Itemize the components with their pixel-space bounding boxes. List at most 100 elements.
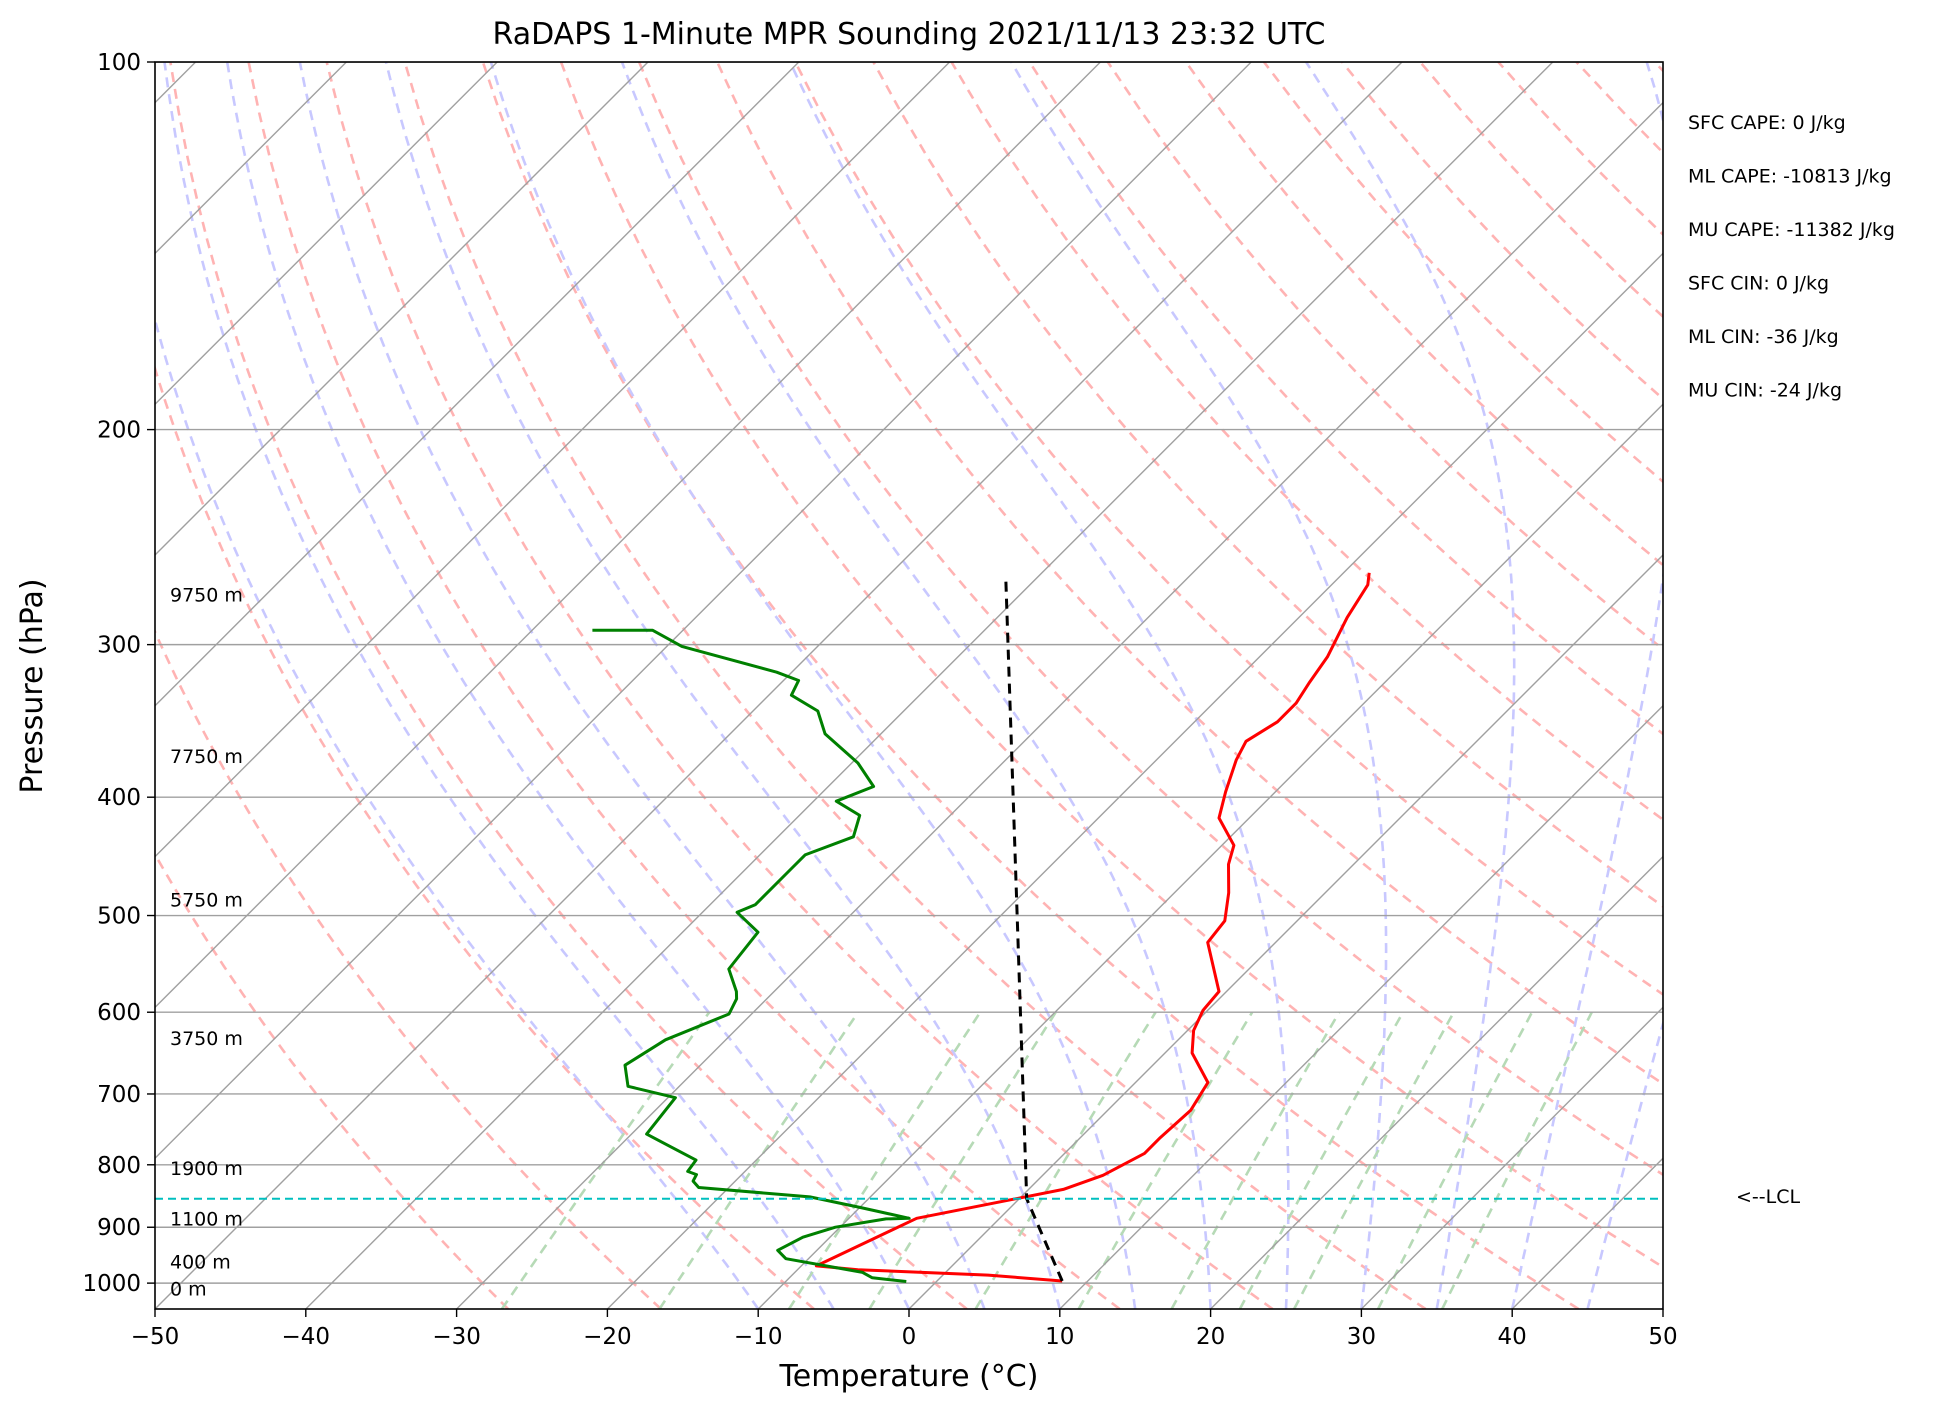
y-tick-label: 800 (97, 1153, 141, 1179)
data-lines (155, 572, 1663, 1283)
mixing-ratio-line (1376, 1011, 1534, 1309)
dry-adiabat (1028, 62, 1663, 736)
moist-adiabat (1661, 1304, 1663, 1309)
y-tick-label: 600 (97, 1000, 141, 1026)
isotherm (155, 62, 1252, 1160)
stat-line: ML CIN: -36 J/kg (1688, 326, 1839, 348)
dry-adiabat (950, 62, 1663, 822)
moist-adiabat (620, 62, 1212, 1309)
mixing-ratio-line (1292, 1011, 1455, 1309)
isotherm (305, 62, 1554, 1309)
dry-adiabat (1497, 62, 1663, 237)
height-label: 400 m (170, 1251, 231, 1273)
stat-line: MU CIN: -24 J/kg (1688, 380, 1842, 402)
isotherm (1059, 704, 1663, 1309)
height-label: 5750 m (170, 889, 243, 911)
x-tick-label: −50 (131, 1324, 180, 1350)
isotherm (155, 62, 1101, 1009)
moist-adiabat (163, 62, 835, 1309)
height-label: 9750 m (170, 585, 243, 607)
mixing-ratio-line (500, 1011, 711, 1309)
temperature-line (814, 572, 1371, 1283)
x-tick-label: −10 (734, 1324, 783, 1350)
moist-adiabat (1305, 62, 1516, 1309)
dry-adiabat (1653, 62, 1663, 73)
moist-adiabat (1586, 1018, 1663, 1309)
isotherm (155, 62, 951, 858)
isotherm (155, 62, 1403, 1309)
x-tick-label: 20 (1196, 1324, 1225, 1350)
moist-adiabat (384, 62, 1062, 1309)
y-tick-label: 500 (97, 904, 141, 930)
dry-adiabat (872, 62, 1663, 909)
isotherm (155, 62, 649, 556)
stats-panel: SFC CAPE: 0 J/kg ML CAPE: -10813 J/kg MU C… (1688, 112, 1895, 402)
x-tick-label: 0 (902, 1324, 917, 1350)
dry-adiabat (1106, 62, 1663, 651)
height-labels: 9750 m 7750 m 5750 m 3750 m 1900 m 1100 m 400 … (170, 585, 243, 1301)
y-tick-label: 900 (97, 1215, 141, 1241)
isotherm (606, 252, 1663, 1309)
x-tick-label: 40 (1498, 1324, 1527, 1350)
y-tick-label: 1000 (82, 1271, 141, 1297)
moist-adiabat (298, 62, 986, 1309)
isotherm (757, 403, 1663, 1309)
y-tick-label: 700 (97, 1082, 141, 1108)
stat-line: SFC CAPE: 0 J/kg (1688, 112, 1846, 134)
moist-adiabat (1010, 62, 1388, 1309)
isotherm (1662, 1308, 1663, 1309)
x-axis-label: Temperature (°C) (779, 1359, 1039, 1394)
x-tick-label: −30 (432, 1324, 481, 1350)
isotherm (155, 62, 800, 707)
dry-adiabat (1575, 62, 1663, 155)
isotherm (456, 101, 1663, 1309)
mixing-ratio-line (868, 1011, 1057, 1309)
background-lines (155, 62, 1940, 1309)
moist-adiabat (489, 62, 1137, 1309)
moist-adiabat (155, 314, 760, 1309)
y-tick-label: 200 (97, 418, 141, 444)
moist-adiabat (1510, 62, 1663, 1309)
dry-adiabat (155, 364, 815, 1309)
isotherm (1511, 1157, 1663, 1309)
dry-adiabat (794, 62, 1663, 997)
dry-adiabat (403, 62, 1427, 1309)
stat-line: SFC CIN: 0 J/kg (1688, 273, 1829, 295)
isotherm (908, 554, 1663, 1309)
x-tick-label: 30 (1347, 1324, 1376, 1350)
y-tick-label: 100 (97, 50, 141, 76)
stat-line: ML CAPE: -10813 J/kg (1688, 166, 1892, 188)
dry-adiabat (155, 628, 662, 1309)
x-tick-label: −40 (282, 1324, 331, 1350)
y-axis-label: Pressure (hPa) (15, 578, 50, 793)
y-axis: 100 200 300 400 500 600 700 800 900 1000 (82, 50, 155, 1297)
dry-adiabat (559, 62, 1663, 1269)
height-label: 3750 m (170, 1028, 243, 1050)
dry-adiabat (1341, 62, 1663, 401)
y-tick-label: 400 (97, 785, 141, 811)
dry-adiabat (1733, 62, 1940, 1309)
dry-adiabat (637, 62, 1663, 1177)
x-axis: −50 −40 −30 −20 −10 0 10 20 30 40 50 (131, 1309, 1678, 1350)
height-label: 7750 m (170, 746, 243, 768)
y-tick-label: 300 (97, 633, 141, 659)
x-tick-label: 10 (1045, 1324, 1074, 1350)
dry-adiabat (1184, 62, 1663, 567)
height-label: 0 m (170, 1278, 207, 1300)
height-label: 1100 m (170, 1208, 243, 1230)
mixing-ratio-line (658, 1011, 860, 1309)
stat-line: MU CAPE: -11382 J/kg (1688, 219, 1895, 241)
dry-adiabat (247, 62, 1121, 1309)
moist-adiabat (788, 62, 1290, 1309)
moist-adiabat (225, 62, 911, 1309)
isotherm (155, 62, 498, 406)
mixing-ratio-line (1441, 1011, 1593, 1309)
chart-title: RaDAPS 1-Minute MPR Sounding 2021/11/13 … (493, 17, 1326, 52)
height-label: 1900 m (170, 1158, 243, 1180)
lcl-label: <--LCL (1736, 1186, 1800, 1208)
mixing-ratio-line (787, 1011, 982, 1309)
x-tick-label: 50 (1648, 1324, 1677, 1350)
dry-adiabat (1419, 62, 1663, 319)
mixing-ratio-line (1238, 1011, 1405, 1309)
